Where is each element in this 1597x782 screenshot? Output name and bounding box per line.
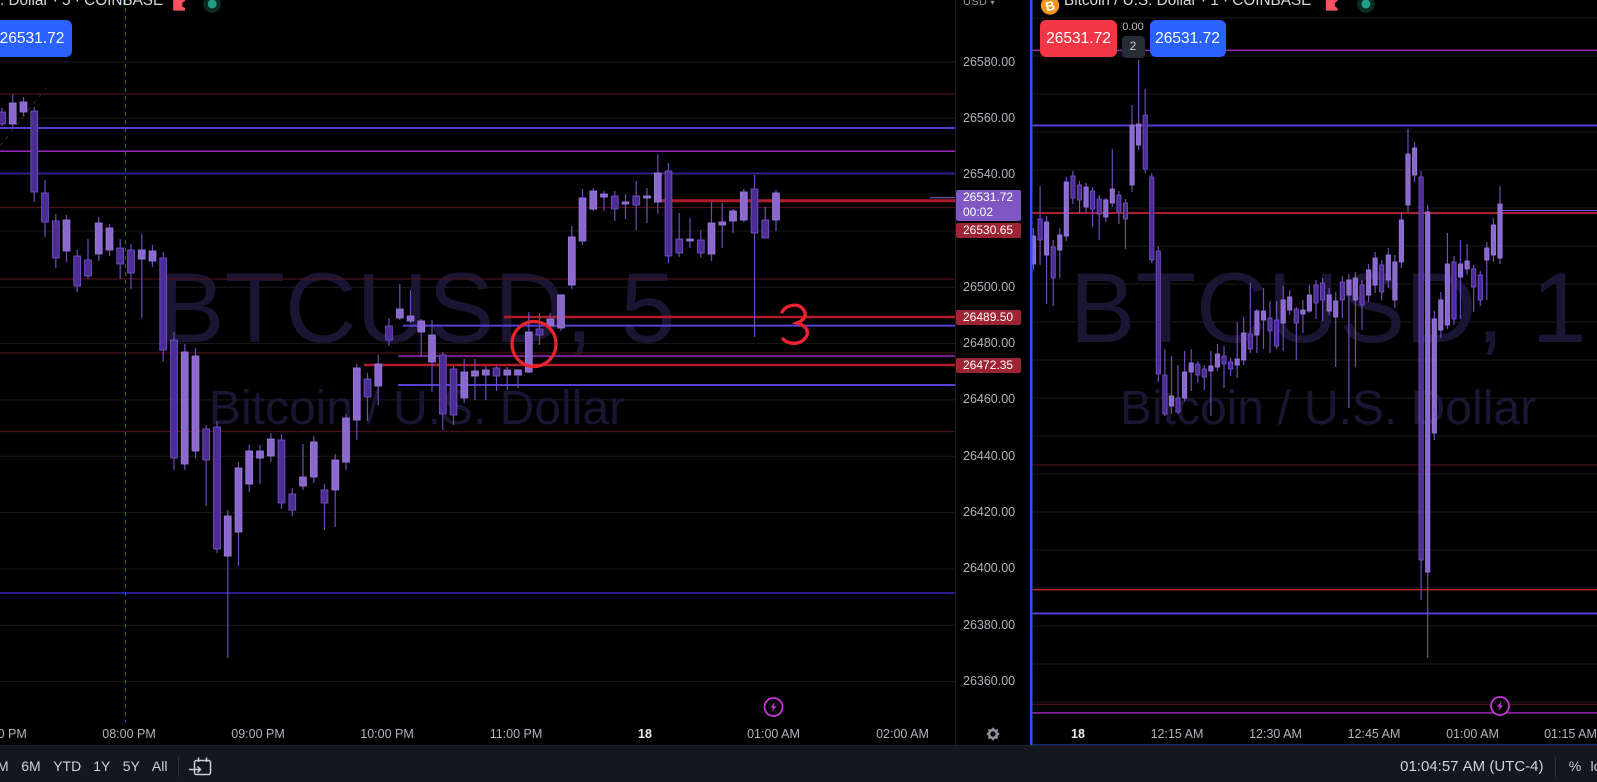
svg-text:BTCUSD, 5: BTCUSD, 5: [158, 252, 675, 363]
svg-text:B: B: [1044, 0, 1057, 14]
svg-text:Bitcoin / U.S. Dollar: Bitcoin / U.S. Dollar: [1120, 382, 1536, 435]
svg-text:Bitcoin / U.S. Dollar: Bitcoin / U.S. Dollar: [209, 382, 625, 435]
